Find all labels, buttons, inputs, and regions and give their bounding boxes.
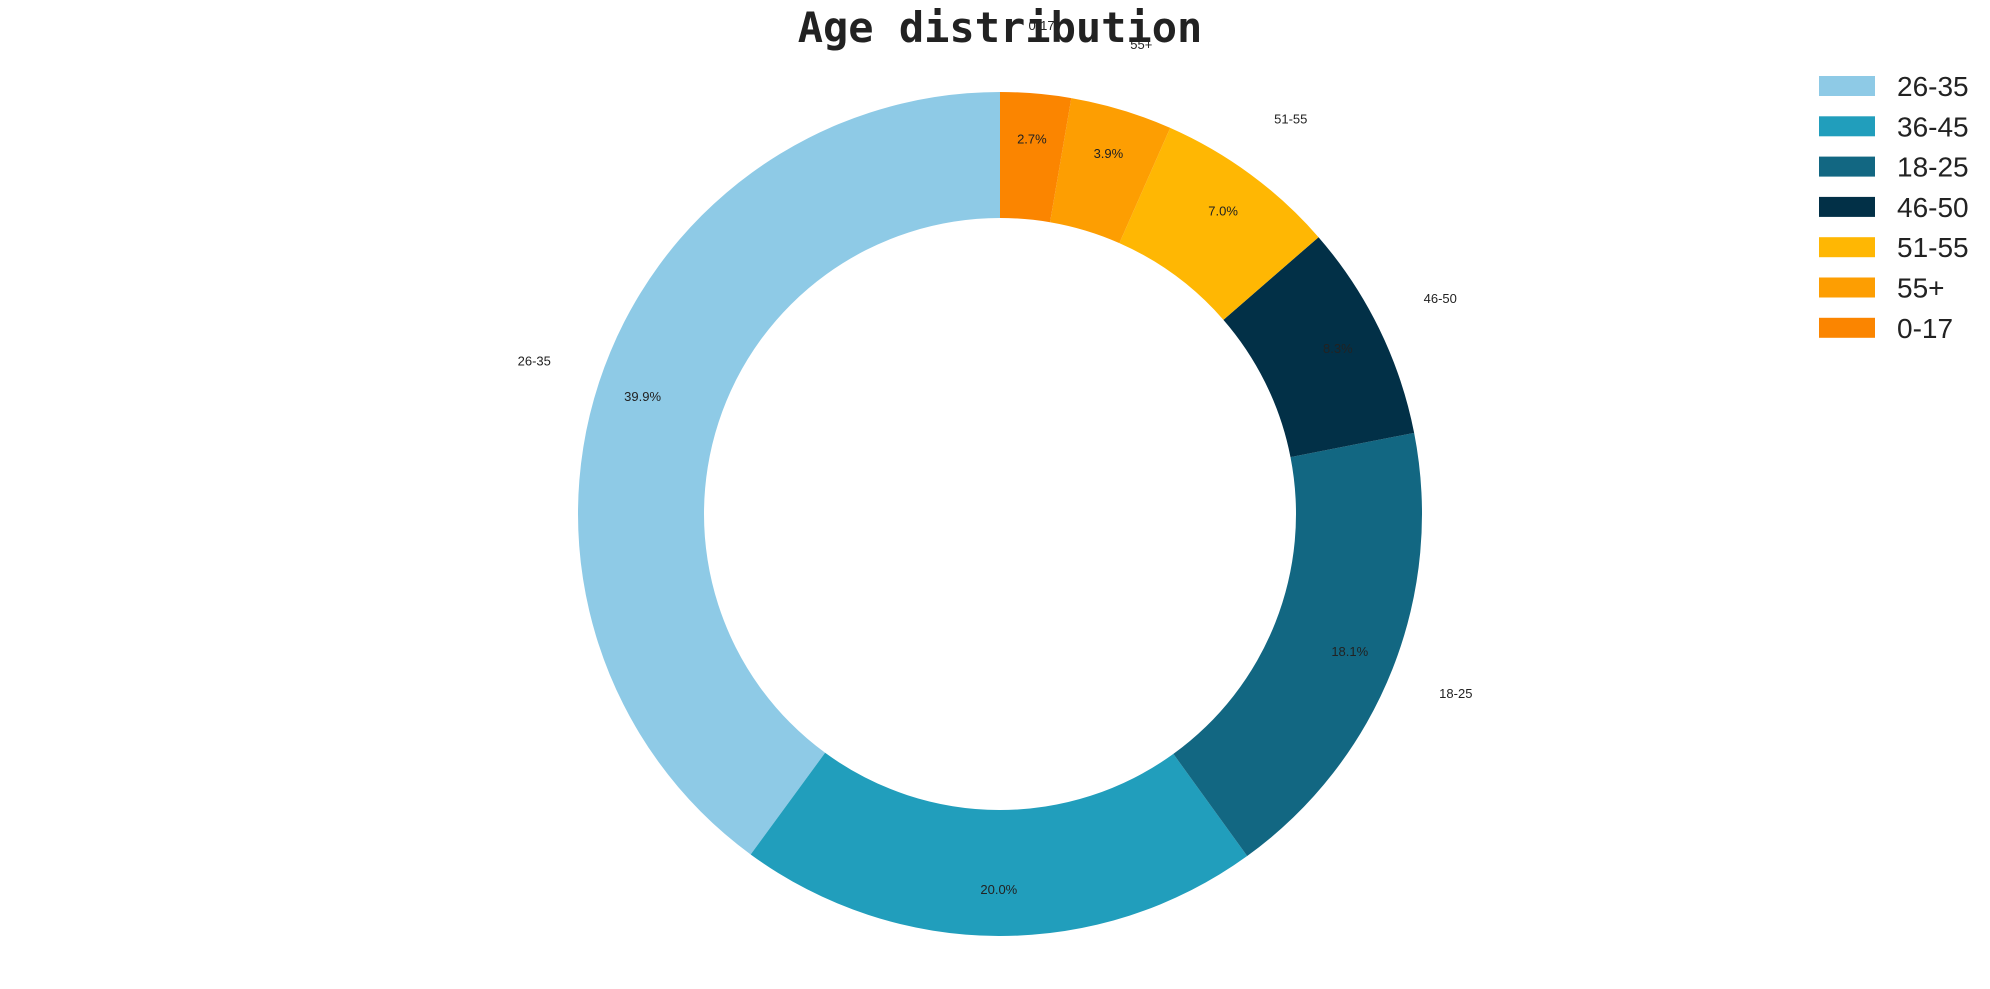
slice-51-55	[1119, 127, 1319, 320]
legend-label-26-35: 26-35	[1897, 71, 1969, 102]
slice-label-51-55: 51-55	[1274, 112, 1307, 127]
slice-18-25	[1173, 432, 1422, 857]
percent-label-0-17: 2.7%	[1017, 131, 1047, 146]
slice-label-46-50: 46-50	[1424, 291, 1457, 306]
percent-label-51-55: 7.0%	[1208, 203, 1238, 218]
slice-label-55+: 55+	[1130, 37, 1152, 52]
legend-swatch-51-55	[1819, 237, 1875, 258]
percent-label-36-45: 20.0%	[980, 882, 1017, 897]
legend-label-46-50: 46-50	[1897, 192, 1969, 223]
slice-label-0-17: 0-17	[1029, 18, 1055, 33]
slice-46-50	[1223, 237, 1415, 458]
legend-label-55+: 55+	[1897, 273, 1945, 304]
legend-swatch-18-25	[1819, 156, 1875, 177]
legend-swatch-0-17	[1819, 317, 1875, 338]
slice-0-17	[1000, 92, 1072, 223]
legend-label-36-45: 36-45	[1897, 111, 1969, 142]
chart-title: Age distribution	[798, 3, 1203, 52]
slice-36-45	[750, 752, 1248, 936]
legend-label-18-25: 18-25	[1897, 152, 1969, 183]
legend: 26-35 36-45 18-25 46-50 51-55 55+ 0-17	[1819, 71, 1969, 344]
legend-swatch-26-35	[1819, 76, 1875, 96]
slices-group	[577, 92, 1422, 936]
legend-swatch-46-50	[1819, 196, 1875, 217]
legend-swatch-36-45	[1819, 116, 1875, 137]
percent-label-55+: 3.9%	[1094, 146, 1124, 161]
percent-label-18-25: 18.1%	[1331, 644, 1368, 659]
percent-label-26-35: 39.9%	[624, 389, 661, 404]
slice-55+	[1050, 98, 1171, 244]
slice-26-35	[577, 92, 1000, 855]
percent-labels-group: 39.9% 20.0% 18.1% 8.3% 7.0% 3.9% 2.7%	[624, 131, 1368, 897]
legend-label-51-55: 51-55	[1897, 232, 1969, 263]
percent-label-46-50: 8.3%	[1323, 341, 1353, 356]
legend-swatch-55+	[1819, 277, 1875, 298]
legend-label-0-17: 0-17	[1897, 313, 1953, 344]
slice-label-26-35: 26-35	[518, 354, 551, 369]
slice-label-18-25: 18-25	[1439, 686, 1472, 701]
